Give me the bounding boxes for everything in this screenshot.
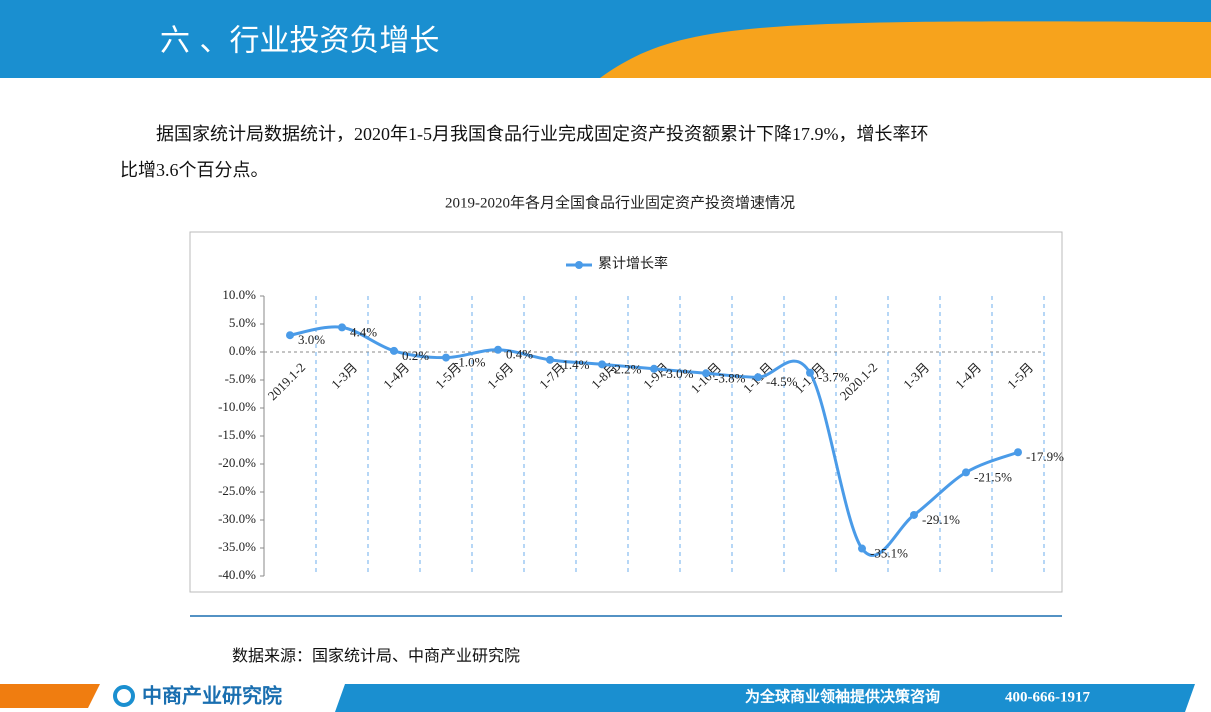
x-tick-label: 1-6月 (484, 360, 516, 392)
y-tick-label: -25.0% (218, 483, 256, 498)
logo-icon (113, 685, 135, 707)
point (598, 360, 606, 369)
chart-title: 2019-2020年各月全国食品行业固定资产投资增速情况 (445, 193, 795, 211)
point (702, 369, 710, 378)
chart: 2019-2020年各月全国食品行业固定资产投资增速情况 10.0% 5.0% 0.… (189, 193, 1064, 617)
x-tick-label: 1-4月 (952, 360, 984, 392)
point (910, 510, 918, 519)
point (962, 468, 970, 477)
x-tick-label: 1-3月 (900, 360, 932, 392)
header: 六 、行业投资负增长 (0, 0, 1211, 78)
y-tick-label: 0.0% (229, 343, 256, 358)
footer-bar (335, 684, 1195, 712)
footer-brand: 中商产业研究院 (142, 684, 282, 708)
point (806, 368, 814, 377)
data-label: 0.2% (402, 348, 429, 363)
data-label: -2.2% (610, 361, 642, 376)
y-tick-label: 10.0% (222, 287, 256, 302)
y-tick-label: -30.0% (218, 511, 256, 526)
data-label: -3.0% (662, 366, 694, 381)
data-label: -35.1% (870, 546, 908, 561)
legend-label: 累计增长率 (598, 255, 668, 272)
y-tick-label: -35.0% (218, 539, 256, 554)
point (390, 346, 398, 355)
y-tick-label: 5.0% (229, 315, 256, 330)
chart-frame (189, 231, 1063, 593)
point (546, 355, 554, 364)
footer-phone: 400-666-1917 (1005, 689, 1090, 705)
point (338, 323, 346, 332)
intro-text: 据国家统计局数据统计，2020年1-5月我国食品行业完成固定资产投资额累计下降1… (120, 124, 929, 180)
header-title: 六 、行业投资负增长 (160, 24, 440, 59)
data-label: -3.7% (818, 370, 850, 385)
point (1014, 448, 1022, 457)
data-label: -21.5% (974, 469, 1012, 484)
y-tick-label: -15.0% (218, 427, 256, 442)
data-label: -4.5% (766, 374, 798, 389)
point (494, 345, 502, 354)
point (754, 373, 762, 382)
y-tick-label: -20.0% (218, 455, 256, 470)
data-label: -1.0% (454, 355, 486, 370)
data-label: -17.9% (1026, 449, 1064, 464)
data-label: -3.8% (714, 370, 746, 385)
point (858, 544, 866, 553)
point (442, 353, 450, 362)
y-tick-label: -10.0% (218, 399, 256, 414)
footer-slogan: 为全球商业领袖提供决策咨询 (745, 687, 940, 705)
source-note: 数据来源：国家统计局、中商产业研究院 (232, 646, 521, 665)
y-tick-label: -40.0% (218, 567, 256, 582)
x-tick-label: 1-5月 (1004, 360, 1036, 392)
data-label: 4.4% (350, 324, 377, 339)
data-label: -1.4% (558, 357, 590, 372)
data-label: -29.1% (922, 512, 960, 527)
footer-accent (0, 684, 100, 708)
y-tick-label: -5.0% (225, 371, 257, 386)
header-swoosh (600, 21, 1211, 78)
point (286, 331, 294, 340)
data-label: 3.0% (298, 332, 325, 347)
line (289, 325, 1019, 557)
point (650, 364, 658, 373)
x-tick-label: 2019.1-2 (265, 360, 309, 404)
legend-marker (575, 261, 583, 269)
data-label: 0.4% (506, 347, 533, 362)
x-tick-label: 1-3月 (328, 360, 360, 392)
x-tick-label: 1-4月 (380, 360, 412, 392)
footer: 中商产业研究院 为全球商业领袖提供决策咨询 400-666-1917 (0, 684, 1195, 712)
